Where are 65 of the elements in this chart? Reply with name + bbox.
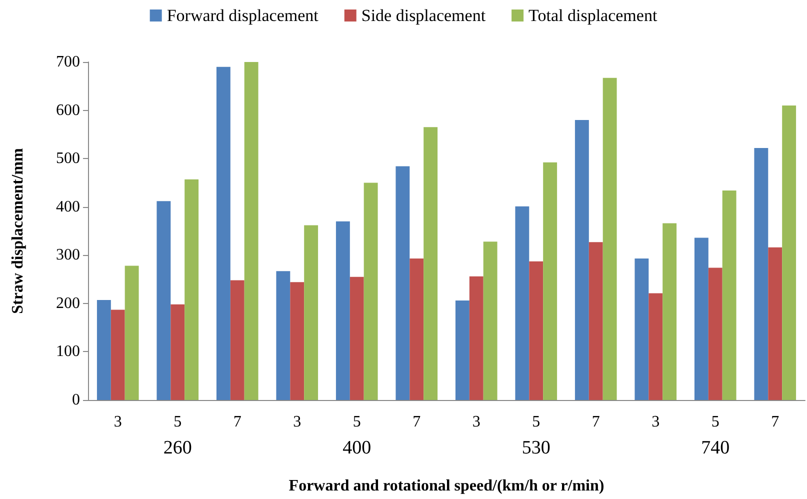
- x-tick-label: 3: [293, 414, 302, 430]
- bar: [483, 242, 498, 400]
- x-tick-label: 7: [592, 414, 600, 430]
- x-tick-label: 5: [532, 414, 540, 430]
- bar: [336, 221, 350, 400]
- bar: [662, 223, 677, 400]
- text: 400: [342, 438, 372, 458]
- bar: [515, 206, 530, 400]
- bar: [543, 162, 558, 400]
- x-tick-label: 3: [472, 414, 480, 430]
- bar: [304, 225, 318, 400]
- y-tick-label: 100: [56, 343, 80, 360]
- y-axis-title: Straw displacement/mm: [10, 147, 26, 314]
- bar: [455, 300, 470, 400]
- bar: [602, 78, 617, 400]
- legend-label: Side displacement: [361, 6, 486, 25]
- bar: [230, 280, 244, 400]
- bar: [396, 166, 410, 400]
- bar: [694, 238, 708, 400]
- bar: [244, 62, 258, 400]
- bar: [350, 276, 364, 400]
- bar: [722, 190, 736, 400]
- bar: [782, 105, 796, 400]
- y-tick-label: 600: [56, 102, 80, 119]
- text: 740: [701, 438, 730, 458]
- x-tick-label: 5: [174, 414, 182, 430]
- bar: [216, 66, 230, 400]
- bar: [156, 201, 171, 400]
- x-tick-label: 3: [114, 414, 122, 430]
- bar: [364, 182, 378, 400]
- bar: [648, 293, 663, 400]
- x-tick-label: 7: [412, 414, 421, 430]
- bar: [469, 276, 484, 400]
- legend-label: Total displacement: [528, 6, 658, 25]
- text: 530: [522, 438, 550, 458]
- x-tick-label: 3: [652, 414, 660, 430]
- bar: [424, 127, 438, 400]
- bar: [290, 282, 304, 400]
- y-tick-label: 200: [56, 294, 80, 312]
- bar: [170, 304, 185, 400]
- x-axis-title: Forward and rotational speed/(km/h or r/min): [288, 478, 604, 494]
- bar: [184, 179, 199, 400]
- bar: [124, 266, 139, 400]
- y-tick-label: 0: [72, 392, 80, 408]
- bar: [754, 148, 768, 400]
- x-tick-label: 7: [233, 414, 242, 430]
- bar: [588, 242, 603, 400]
- y-tick-label: 700: [56, 54, 80, 70]
- bar: [276, 271, 290, 400]
- x-tick-label: 5: [352, 414, 361, 430]
- bar: [410, 258, 424, 400]
- bar: [708, 268, 722, 400]
- bar: [634, 258, 649, 400]
- legend-label: Forward displacement: [166, 6, 319, 25]
- bar: [96, 300, 111, 400]
- text: 260: [163, 438, 192, 458]
- bar: [110, 310, 125, 400]
- bar: [529, 261, 544, 400]
- y-tick-label: 400: [56, 198, 80, 216]
- bar: [768, 247, 782, 400]
- x-tick-label: 5: [711, 414, 720, 430]
- bar: [574, 120, 589, 400]
- y-tick-label: 300: [56, 246, 80, 264]
- x-tick-label: 7: [771, 414, 780, 430]
- y-tick-label: 500: [56, 150, 80, 168]
